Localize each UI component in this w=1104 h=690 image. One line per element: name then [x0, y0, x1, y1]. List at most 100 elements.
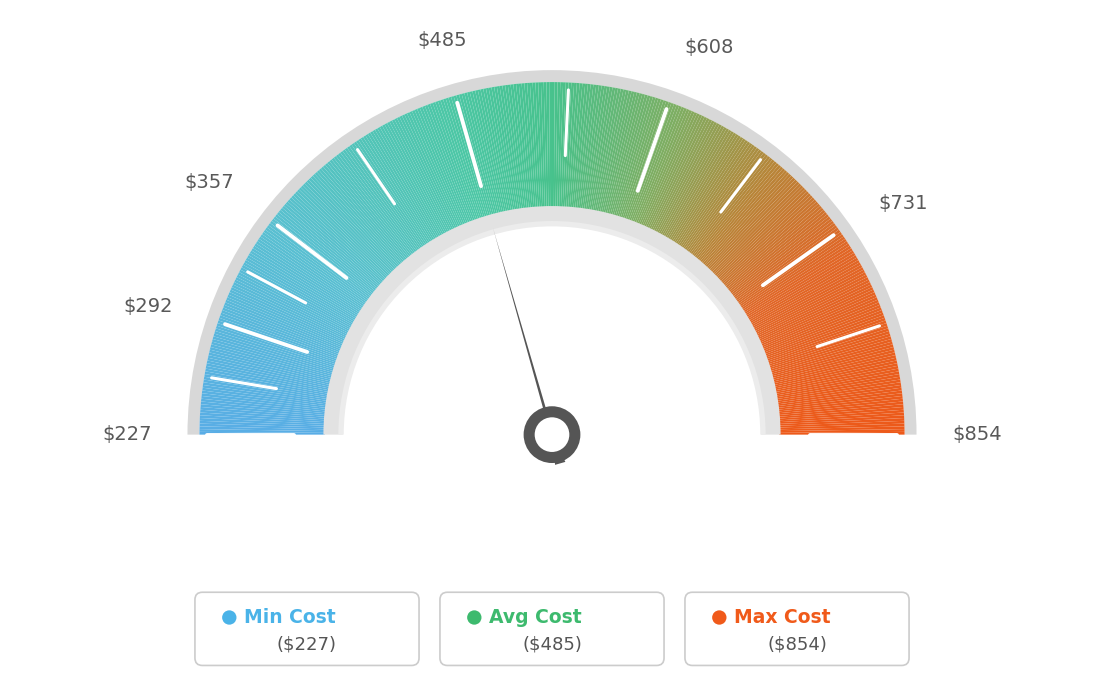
Wedge shape — [262, 232, 367, 306]
Wedge shape — [637, 108, 687, 225]
Wedge shape — [741, 239, 847, 310]
Wedge shape — [201, 396, 327, 411]
Wedge shape — [776, 380, 901, 401]
Wedge shape — [558, 82, 563, 208]
Wedge shape — [765, 313, 883, 357]
Wedge shape — [692, 158, 773, 257]
Wedge shape — [732, 219, 832, 297]
Wedge shape — [649, 116, 704, 230]
Wedge shape — [203, 382, 328, 403]
Wedge shape — [234, 279, 348, 336]
Wedge shape — [237, 272, 350, 331]
Wedge shape — [291, 195, 385, 282]
Wedge shape — [295, 191, 388, 279]
Wedge shape — [201, 404, 326, 417]
Wedge shape — [758, 290, 874, 343]
Wedge shape — [508, 84, 526, 209]
Wedge shape — [188, 70, 916, 435]
Wedge shape — [697, 163, 778, 261]
Wedge shape — [605, 92, 637, 215]
Wedge shape — [730, 214, 829, 294]
Wedge shape — [307, 179, 395, 272]
Wedge shape — [210, 347, 332, 380]
Wedge shape — [779, 432, 904, 435]
Wedge shape — [777, 393, 902, 410]
Wedge shape — [758, 287, 873, 341]
Wedge shape — [769, 334, 891, 371]
Wedge shape — [739, 234, 843, 307]
Wedge shape — [478, 90, 506, 213]
Wedge shape — [461, 93, 496, 215]
Wedge shape — [400, 116, 455, 230]
Wedge shape — [309, 177, 396, 270]
Text: $227: $227 — [102, 425, 151, 444]
Wedge shape — [681, 145, 755, 249]
Wedge shape — [299, 187, 390, 277]
Wedge shape — [200, 418, 326, 426]
Wedge shape — [779, 429, 904, 433]
Wedge shape — [570, 83, 583, 208]
Wedge shape — [636, 107, 684, 224]
Wedge shape — [627, 102, 671, 221]
Wedge shape — [745, 250, 854, 317]
Wedge shape — [521, 83, 534, 208]
Wedge shape — [338, 152, 415, 254]
Circle shape — [467, 611, 481, 624]
Wedge shape — [287, 199, 383, 284]
Wedge shape — [690, 155, 768, 255]
Wedge shape — [687, 151, 764, 253]
Wedge shape — [602, 90, 631, 213]
Wedge shape — [615, 96, 654, 217]
Wedge shape — [516, 83, 531, 209]
Wedge shape — [243, 262, 354, 325]
Wedge shape — [326, 163, 407, 261]
Wedge shape — [753, 270, 864, 330]
Wedge shape — [757, 284, 872, 339]
Wedge shape — [584, 86, 604, 210]
Wedge shape — [264, 230, 368, 304]
Wedge shape — [775, 371, 900, 395]
Wedge shape — [750, 262, 861, 325]
Wedge shape — [664, 127, 726, 237]
Wedge shape — [634, 106, 682, 224]
Wedge shape — [527, 83, 538, 208]
Wedge shape — [203, 380, 328, 401]
Wedge shape — [357, 140, 427, 246]
Wedge shape — [750, 260, 860, 324]
Wedge shape — [611, 94, 645, 215]
Text: $485: $485 — [417, 30, 467, 50]
Wedge shape — [427, 104, 474, 222]
Wedge shape — [722, 201, 818, 286]
FancyBboxPatch shape — [440, 592, 664, 665]
Text: $608: $608 — [684, 38, 734, 57]
Wedge shape — [733, 223, 836, 299]
Wedge shape — [412, 110, 464, 226]
Wedge shape — [236, 275, 350, 333]
Wedge shape — [624, 100, 666, 220]
Wedge shape — [629, 103, 675, 221]
Wedge shape — [200, 413, 326, 422]
Wedge shape — [747, 255, 857, 321]
Wedge shape — [772, 347, 894, 380]
Text: $292: $292 — [124, 297, 172, 316]
Wedge shape — [669, 132, 736, 241]
Wedge shape — [660, 124, 722, 236]
Wedge shape — [513, 84, 529, 209]
Wedge shape — [766, 315, 884, 359]
Wedge shape — [446, 98, 486, 218]
Wedge shape — [677, 140, 747, 246]
Wedge shape — [777, 388, 902, 406]
Wedge shape — [241, 267, 352, 328]
Wedge shape — [270, 221, 371, 298]
Wedge shape — [572, 83, 585, 208]
Wedge shape — [465, 92, 497, 215]
Wedge shape — [382, 124, 444, 236]
Wedge shape — [774, 363, 898, 391]
Wedge shape — [777, 391, 902, 408]
Wedge shape — [617, 97, 656, 217]
Wedge shape — [657, 121, 716, 234]
Wedge shape — [554, 82, 558, 208]
Wedge shape — [258, 237, 364, 308]
Wedge shape — [378, 127, 440, 237]
Wedge shape — [459, 94, 493, 215]
